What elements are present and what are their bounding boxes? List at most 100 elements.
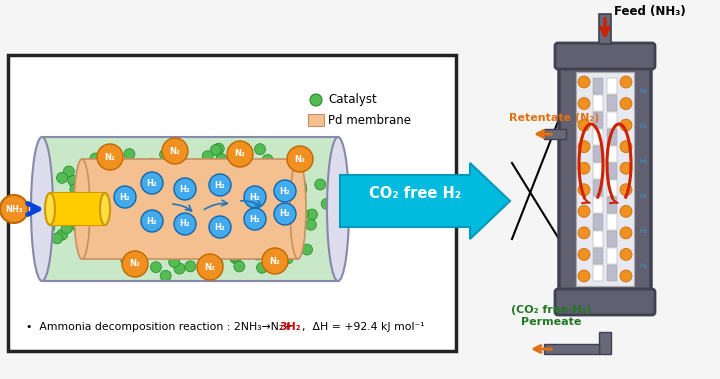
Circle shape bbox=[80, 226, 91, 237]
Circle shape bbox=[97, 144, 123, 170]
Bar bbox=[593, 247, 603, 264]
Circle shape bbox=[578, 97, 590, 110]
Circle shape bbox=[620, 249, 632, 260]
Circle shape bbox=[90, 153, 101, 164]
Circle shape bbox=[283, 248, 294, 259]
Circle shape bbox=[297, 208, 309, 219]
Text: N₂: N₂ bbox=[204, 263, 215, 271]
Circle shape bbox=[307, 209, 318, 220]
Circle shape bbox=[274, 203, 296, 225]
Text: Retentate (N₂): Retentate (N₂) bbox=[509, 113, 599, 123]
Ellipse shape bbox=[290, 159, 306, 259]
Bar bbox=[593, 111, 603, 128]
Circle shape bbox=[213, 143, 224, 154]
Ellipse shape bbox=[74, 159, 90, 259]
Circle shape bbox=[124, 149, 135, 160]
Circle shape bbox=[84, 182, 94, 193]
Text: H₂: H₂ bbox=[180, 219, 190, 229]
Circle shape bbox=[620, 141, 632, 153]
Circle shape bbox=[202, 151, 213, 162]
Text: (CO₂ free-H₂): (CO₂ free-H₂) bbox=[510, 305, 591, 315]
Circle shape bbox=[168, 257, 180, 268]
Text: H₂: H₂ bbox=[639, 193, 647, 199]
FancyBboxPatch shape bbox=[559, 47, 651, 311]
Bar bbox=[607, 247, 617, 264]
Text: •  Ammonia decomposition reaction : 2NH₃→N₂+: • Ammonia decomposition reaction : 2NH₃→… bbox=[26, 322, 292, 332]
Text: ,  ΔH = +92.4 kJ mol⁻¹: , ΔH = +92.4 kJ mol⁻¹ bbox=[302, 322, 425, 332]
Circle shape bbox=[160, 270, 171, 281]
Bar bbox=[593, 180, 603, 196]
Circle shape bbox=[578, 119, 590, 131]
Circle shape bbox=[578, 141, 590, 153]
Circle shape bbox=[216, 153, 227, 164]
Circle shape bbox=[146, 158, 157, 169]
Text: CO₂ free H₂: CO₂ free H₂ bbox=[369, 185, 461, 200]
Bar bbox=[599, 332, 611, 354]
Text: Pd membrane: Pd membrane bbox=[328, 113, 411, 127]
Text: N₂: N₂ bbox=[235, 149, 246, 158]
Circle shape bbox=[310, 94, 322, 106]
Circle shape bbox=[252, 249, 264, 260]
Bar bbox=[607, 196, 617, 213]
Circle shape bbox=[81, 224, 91, 235]
Bar bbox=[308, 114, 324, 126]
Bar bbox=[544, 344, 599, 354]
Circle shape bbox=[262, 154, 273, 165]
Circle shape bbox=[244, 208, 266, 230]
Circle shape bbox=[296, 184, 307, 195]
Circle shape bbox=[578, 249, 590, 260]
Circle shape bbox=[620, 119, 632, 131]
Circle shape bbox=[174, 178, 196, 200]
Circle shape bbox=[0, 195, 28, 223]
Circle shape bbox=[578, 162, 590, 174]
FancyBboxPatch shape bbox=[555, 43, 655, 69]
Circle shape bbox=[578, 270, 590, 282]
Bar bbox=[607, 146, 617, 162]
Circle shape bbox=[57, 172, 68, 183]
Circle shape bbox=[259, 245, 270, 256]
Text: N₂: N₂ bbox=[269, 257, 280, 266]
Circle shape bbox=[43, 214, 55, 225]
Circle shape bbox=[212, 258, 223, 269]
Bar bbox=[607, 230, 617, 247]
Circle shape bbox=[229, 251, 240, 262]
Circle shape bbox=[61, 222, 72, 233]
Circle shape bbox=[209, 174, 231, 196]
Text: H₂: H₂ bbox=[180, 185, 190, 194]
Circle shape bbox=[269, 174, 280, 185]
Text: H₂: H₂ bbox=[215, 180, 225, 190]
Circle shape bbox=[266, 251, 277, 262]
Circle shape bbox=[174, 213, 196, 235]
Circle shape bbox=[63, 166, 74, 177]
Text: Permeate: Permeate bbox=[521, 317, 581, 327]
Circle shape bbox=[141, 210, 163, 232]
Circle shape bbox=[295, 180, 306, 191]
Bar bbox=[593, 230, 603, 247]
Circle shape bbox=[141, 172, 163, 194]
Text: N₂: N₂ bbox=[104, 152, 115, 161]
Text: Feed (NH₃): Feed (NH₃) bbox=[614, 6, 685, 19]
Text: H₂: H₂ bbox=[639, 88, 647, 94]
Circle shape bbox=[274, 180, 296, 202]
Circle shape bbox=[235, 163, 247, 174]
Circle shape bbox=[114, 186, 136, 208]
Text: H₂: H₂ bbox=[120, 193, 130, 202]
Circle shape bbox=[305, 219, 316, 230]
Circle shape bbox=[232, 162, 243, 173]
Text: H₂: H₂ bbox=[639, 228, 647, 234]
Bar bbox=[593, 128, 603, 145]
Circle shape bbox=[620, 76, 632, 88]
Ellipse shape bbox=[100, 193, 110, 225]
Bar bbox=[576, 72, 634, 286]
Circle shape bbox=[150, 262, 161, 273]
Circle shape bbox=[620, 97, 632, 110]
Text: H₂: H₂ bbox=[639, 123, 647, 129]
Text: H₂: H₂ bbox=[250, 215, 261, 224]
Circle shape bbox=[68, 175, 79, 186]
Bar bbox=[607, 94, 617, 111]
Bar bbox=[8, 55, 456, 351]
Text: H₂: H₂ bbox=[147, 179, 157, 188]
Circle shape bbox=[93, 171, 104, 182]
Circle shape bbox=[122, 251, 148, 277]
FancyArrow shape bbox=[340, 163, 510, 239]
